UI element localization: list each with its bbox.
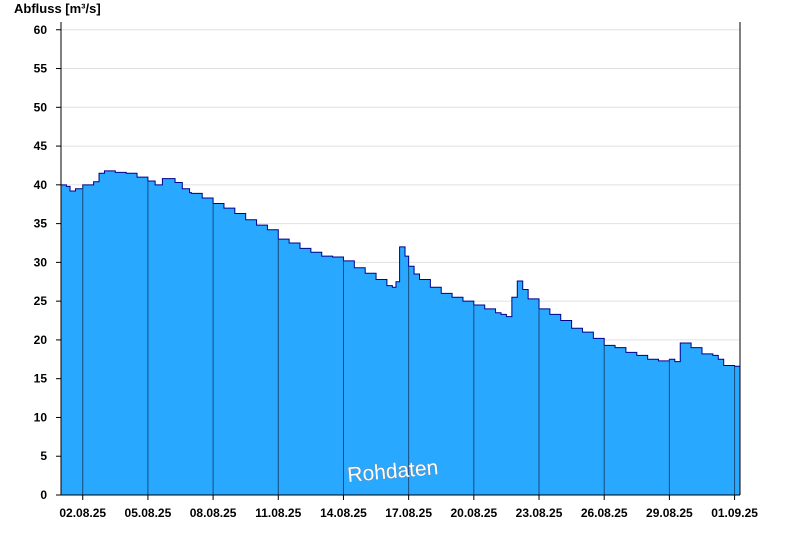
y-tick-label: 35 — [34, 217, 48, 231]
y-tick-label: 10 — [34, 410, 48, 424]
y-tick-label: 45 — [34, 139, 48, 153]
y-axis-title: Abfluss [m³/s] — [14, 1, 101, 16]
y-tick-label: 5 — [40, 449, 47, 463]
y-tick-label: 30 — [34, 255, 48, 269]
y-tick-label: 60 — [34, 23, 48, 37]
x-tick-label: 17.08.25 — [385, 506, 432, 520]
x-tick-label: 08.08.25 — [190, 506, 237, 520]
y-tick-labels: 0 5 10 15 20 25 30 35 40 45 50 55 60 — [34, 23, 48, 502]
y-tick-label: 40 — [34, 178, 48, 192]
y-tick-label: 15 — [34, 372, 48, 386]
discharge-area-fill — [61, 170, 740, 495]
y-tick-label: 55 — [34, 62, 48, 76]
x-tick-label: 02.08.25 — [59, 506, 106, 520]
x-tick-label: 05.08.25 — [125, 506, 172, 520]
axes — [56, 22, 741, 500]
x-tick-labels: 02.08.25 05.08.25 08.08.25 11.08.25 14.08.25… — [59, 506, 758, 520]
x-tick-label: 01.09.25 — [711, 506, 758, 520]
day-dividers — [82, 180, 736, 495]
x-tick-label: 14.08.25 — [320, 506, 367, 520]
y-tick-label: 0 — [40, 488, 47, 502]
y-tick-label: 25 — [34, 294, 48, 308]
x-tick-label: 29.08.25 — [646, 506, 693, 520]
y-tick-label: 50 — [34, 100, 48, 114]
x-tick-label: 26.08.25 — [581, 506, 628, 520]
discharge-line — [61, 170, 741, 373]
discharge-area-series — [61, 170, 741, 495]
y-tick-label: 20 — [34, 333, 48, 347]
x-tick-label: 23.08.25 — [516, 506, 563, 520]
x-tick-label: 20.08.25 — [450, 506, 497, 520]
x-tick-label: 11.08.25 — [255, 506, 301, 520]
